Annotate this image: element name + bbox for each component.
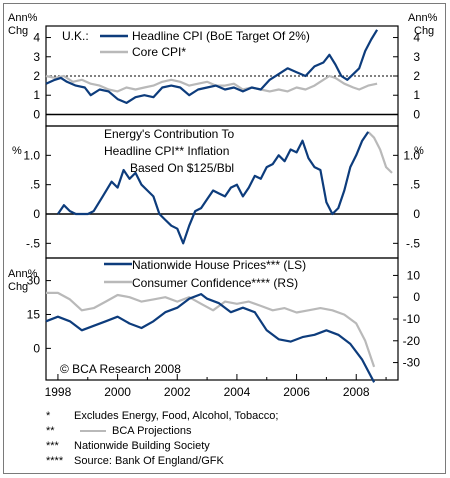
middle-title-line-3: Based On $125/Bbl [130, 161, 234, 175]
bottom-left-ylabel-1: Ann% [8, 268, 38, 280]
uk-label: U.K.: [62, 29, 89, 43]
middle-right-ylabel: % [414, 145, 424, 157]
energy-projection-line [367, 131, 393, 174]
middle-left-tick-label-1: 0 [33, 207, 40, 221]
top-left-tick-label-2: 2 [33, 69, 40, 83]
top-left-ylabel-2: Chg [8, 25, 28, 37]
top-right-tick-label-3: 3 [413, 50, 420, 64]
middle-title-line-2: Headline CPI** Inflation [104, 144, 229, 158]
top-left-tick-label-3: 3 [33, 50, 40, 64]
house-prices-line [45, 293, 376, 383]
bottom-right-tick-label-0: -30 [403, 356, 421, 370]
legend-house-prices: Nationwide House Prices*** (LS) [132, 258, 306, 272]
top-right-ylabel-1: Ann% [408, 12, 438, 24]
middle-left-ylabel: % [12, 145, 22, 157]
headline-cpi-line [45, 29, 379, 104]
legend-headline-cpi: Headline CPI (BoE Target Of 2%) [132, 29, 310, 43]
top-left-tick-label-4: 4 [33, 31, 40, 45]
top-right-tick-label-4: 4 [413, 31, 420, 45]
bottom-left-tick-label-0: 0 [33, 341, 40, 355]
bottom-left-tick-label-2: 30 [27, 274, 41, 288]
footnote-4-text: Source: Bank Of England/GFK [74, 455, 224, 467]
bottom-right-tick-label-4: 10 [407, 268, 421, 282]
energy-contribution-line [56, 131, 370, 245]
middle-right-tick-label-3: 1.0 [403, 148, 420, 162]
bottom-left-tick-label-1: 15 [27, 307, 41, 321]
footnote-2-swatch [80, 430, 106, 433]
middle-left-tick-label-0: -.5 [26, 236, 40, 250]
middle-left-tick-label-3: 1.0 [23, 148, 40, 162]
middle-right-tick-label-1: 0 [413, 207, 420, 221]
legend-core-cpi: Core CPI* [132, 45, 186, 59]
copyright-annotation: © BCA Research 2008 [60, 362, 181, 376]
footnote-2-text: BCA Projections [112, 425, 192, 437]
top-left-tick-label-0: 0 [33, 107, 40, 121]
x-tick-label-1998: 1998 [45, 385, 72, 399]
core-cpi-line [45, 74, 378, 93]
middle-title-line-1: Energy's Contribution To [104, 127, 234, 141]
footnote-4-mark: **** [46, 455, 64, 467]
footnote-1-text: Excludes Energy, Food, Alcohol, Tobacco; [74, 410, 279, 422]
consumer-confidence-line [46, 291, 376, 368]
top-right-tick-label-2: 2 [413, 69, 420, 83]
bottom-panel: 0 15 30 -30 -20 -10 0 10 [27, 268, 421, 383]
figure-frame [3, 3, 446, 474]
footnote-3-mark: *** [46, 440, 59, 452]
legend-consumer-confidence: Consumer Confidence**** (RS) [132, 276, 298, 290]
bottom-left-ylabel-2: Chg [8, 281, 28, 293]
middle-right-tick-label-0: -.5 [406, 236, 420, 250]
top-left-ylabel-1: Ann% [8, 12, 38, 24]
footnote-1: * Excludes Energy, Food, Alcohol, Tobacco… [46, 410, 278, 422]
footnote-2-mark: ** [46, 425, 55, 437]
footnote-3-text: Nationwide Building Society [74, 440, 210, 452]
x-axis: 1998 2000 2002 2004 2006 2008 [45, 374, 387, 399]
bottom-right-tick-label-3: 0 [413, 290, 420, 304]
bottom-right-tick-label-1: -20 [403, 334, 421, 348]
chart-svg: 0 1 2 3 4 0 1 2 3 4 -.5 0 .5 1.0 -.5 0 .5 1.0 0 15 30 -30 -2… [8, 12, 438, 399]
x-tick-label-2002: 2002 [164, 385, 191, 399]
x-tick-label-2006: 2006 [283, 385, 310, 399]
footnote-1-mark: * [46, 410, 51, 422]
middle-panel: -.5 0 .5 1.0 -.5 0 .5 1.0 [23, 131, 420, 250]
top-right-tick-label-1: 1 [413, 88, 420, 102]
top-right-ylabel-2: Chg [414, 25, 434, 37]
x-tick-label-2004: 2004 [224, 385, 251, 399]
middle-right-tick-label-2: .5 [410, 178, 420, 192]
footnote-3: *** Nationwide Building Society [46, 440, 210, 452]
footnote-4: **** Source: Bank Of England/GFK [46, 455, 224, 467]
top-right-tick-label-0: 0 [413, 107, 420, 121]
footnote-2: ** BCA Projections [46, 425, 191, 437]
bottom-right-tick-label-2: -10 [403, 312, 421, 326]
x-tick-label-2000: 2000 [104, 385, 131, 399]
middle-left-tick-label-2: .5 [30, 178, 40, 192]
top-left-tick-label-1: 1 [33, 88, 40, 102]
top-panel: 0 1 2 3 4 0 1 2 3 4 [33, 29, 420, 121]
x-tick-label-2008: 2008 [343, 385, 370, 399]
